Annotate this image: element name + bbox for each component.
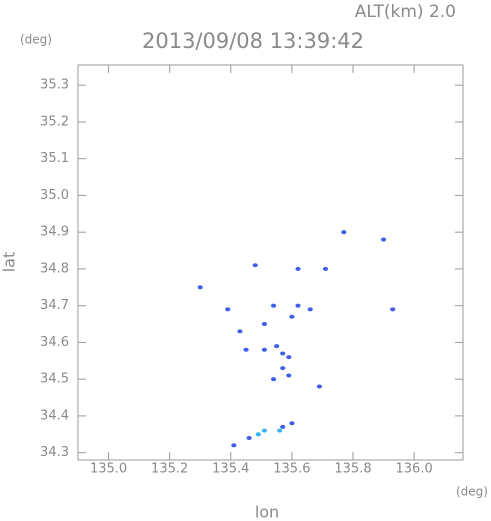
point bbox=[295, 303, 301, 308]
point bbox=[289, 421, 295, 426]
point bbox=[270, 377, 277, 382]
x-tick-label: 136.0 bbox=[396, 462, 433, 477]
point bbox=[255, 432, 261, 437]
plot-frame bbox=[77, 64, 464, 461]
point bbox=[225, 307, 231, 312]
x-unit: (deg) bbox=[456, 485, 488, 499]
y-tick-label: 34.5 bbox=[40, 372, 69, 387]
point bbox=[322, 266, 329, 271]
point bbox=[380, 237, 387, 242]
point bbox=[197, 285, 203, 290]
point bbox=[390, 307, 396, 312]
y-tick-label: 34.8 bbox=[40, 261, 69, 276]
point bbox=[286, 355, 292, 360]
x-tick-label: 135.0 bbox=[90, 462, 127, 477]
point bbox=[341, 230, 347, 235]
point bbox=[261, 347, 267, 352]
point bbox=[261, 322, 267, 327]
point bbox=[295, 266, 301, 271]
x-tick-label: 135.6 bbox=[273, 462, 310, 477]
point bbox=[280, 424, 286, 429]
y-tick-label: 35.1 bbox=[40, 151, 69, 166]
x-axis-label: lon bbox=[255, 503, 279, 521]
point bbox=[261, 428, 267, 433]
point bbox=[274, 344, 280, 349]
y-tick-label: 34.7 bbox=[40, 298, 69, 313]
point bbox=[277, 428, 283, 433]
x-tick-label: 135.8 bbox=[334, 462, 371, 477]
y-tick-label: 34.4 bbox=[40, 408, 69, 423]
y-unit: (deg) bbox=[20, 33, 52, 47]
point bbox=[270, 303, 277, 308]
chart-title: 2013/09/08 13:39:42 bbox=[142, 29, 364, 53]
point bbox=[243, 347, 249, 352]
y-tick-label: 35.3 bbox=[40, 78, 69, 93]
point bbox=[307, 307, 313, 312]
point bbox=[286, 373, 292, 378]
x-tick-label: 135.4 bbox=[212, 462, 249, 477]
y-tick-label: 35.2 bbox=[40, 114, 69, 129]
y-tick-label: 35.0 bbox=[40, 188, 69, 203]
point bbox=[237, 329, 243, 334]
y-axis-label: lat bbox=[0, 252, 19, 273]
annotation: ALT(km) 2.0 bbox=[355, 2, 456, 22]
point bbox=[280, 366, 286, 371]
point bbox=[280, 351, 286, 356]
y-tick-label: 34.9 bbox=[40, 225, 69, 240]
x-tick-label: 135.2 bbox=[151, 462, 188, 477]
point bbox=[289, 314, 295, 319]
y-tick-label: 34.6 bbox=[40, 335, 69, 350]
point bbox=[316, 384, 322, 389]
point bbox=[252, 263, 258, 268]
point bbox=[246, 435, 252, 440]
y-tick-label: 34.3 bbox=[40, 445, 69, 460]
point bbox=[231, 443, 237, 448]
